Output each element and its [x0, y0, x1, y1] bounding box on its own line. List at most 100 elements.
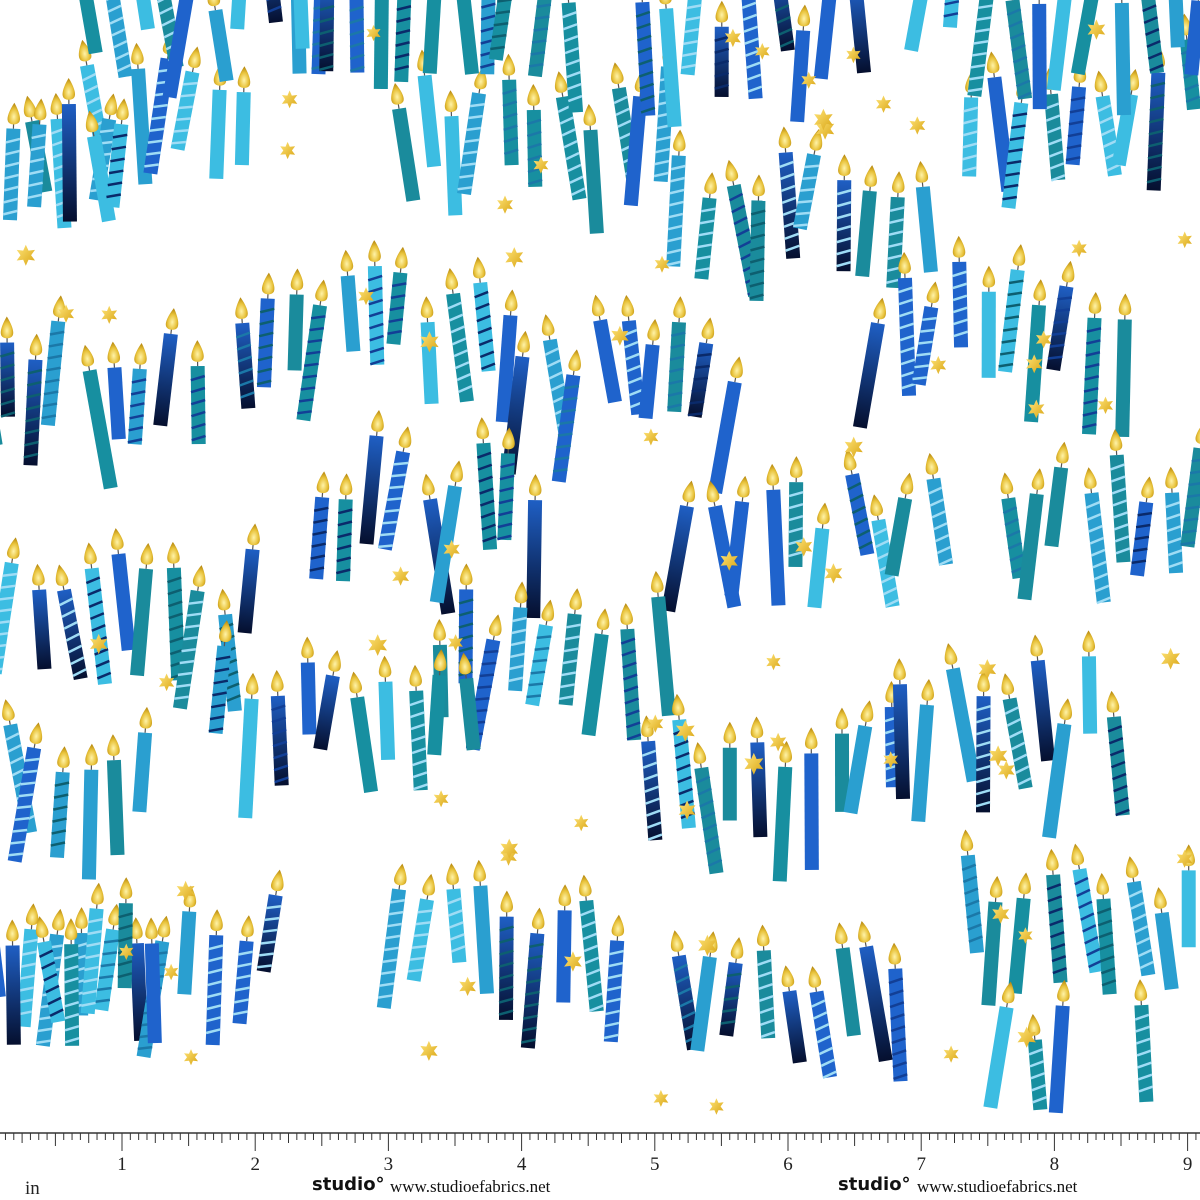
candle-stripe	[461, 162, 476, 167]
star	[943, 1045, 959, 1063]
candle-stripe	[1150, 93, 1165, 100]
candle-stripe	[779, 160, 794, 169]
candle-stripe	[567, 82, 582, 91]
flame	[368, 240, 381, 262]
candle-stripe	[378, 544, 393, 549]
candle-stripe	[891, 1049, 907, 1057]
star	[448, 634, 463, 651]
candle-stripe	[1044, 102, 1060, 110]
candle-stripe	[892, 1061, 908, 1069]
flame	[1125, 856, 1139, 878]
candle-stripe	[1112, 499, 1128, 507]
candle-stripe	[300, 386, 316, 391]
flame	[1165, 466, 1178, 489]
candle-body	[638, 344, 660, 420]
candle-stripe	[1108, 736, 1124, 745]
candle-body	[911, 704, 934, 823]
flame	[1071, 843, 1085, 866]
flame	[210, 909, 223, 932]
candle-stripe	[349, 41, 365, 49]
candle-stripe	[563, 35, 579, 43]
flame	[476, 417, 490, 439]
candle-stripe	[1167, 537, 1182, 545]
candle-body	[1002, 697, 1033, 790]
candle-stripe	[747, 85, 763, 93]
candle-stripe	[87, 929, 102, 936]
candle	[659, 0, 682, 128]
candle-stripe	[813, 1011, 828, 1020]
candle-stripe	[307, 338, 323, 344]
candle-body	[378, 681, 396, 761]
candle-stripe	[81, 72, 97, 82]
candle	[915, 160, 938, 273]
flame	[1088, 292, 1102, 314]
candle	[1134, 979, 1154, 1103]
candle-stripe	[818, 1046, 833, 1056]
candle-stripe	[1090, 548, 1106, 557]
candle-stripe	[65, 632, 80, 642]
candle-stripe	[451, 945, 466, 953]
flame	[504, 289, 518, 312]
flame	[781, 965, 795, 987]
candle-body	[166, 567, 186, 681]
candle-stripe	[635, 10, 651, 18]
candle-stripe	[899, 322, 914, 330]
candle-stripe	[137, 1045, 153, 1051]
brand-logo: studio°	[312, 1174, 385, 1195]
candle-stripe	[1007, 541, 1023, 550]
wick	[319, 300, 322, 306]
candle	[592, 294, 622, 404]
candle-stripe	[776, 15, 791, 24]
candle	[84, 542, 112, 685]
candle	[952, 235, 969, 348]
candle-stripe	[63, 621, 78, 630]
candle-body	[782, 990, 807, 1064]
candle	[808, 966, 837, 1079]
candle	[981, 265, 996, 378]
candle-stripe	[962, 154, 977, 161]
flame	[1134, 979, 1148, 1001]
candle-stripe	[1147, 165, 1162, 172]
candle-stripe	[820, 1058, 835, 1068]
flame	[835, 922, 848, 944]
candle-stripe	[107, 4, 122, 13]
flame	[704, 172, 717, 194]
candle	[836, 154, 852, 272]
candle-stripe	[1113, 523, 1129, 531]
candle-stripe	[395, 29, 411, 35]
candle-stripe	[1055, 308, 1071, 313]
flame	[7, 537, 20, 559]
candle-stripe	[774, 3, 790, 13]
flame	[134, 342, 147, 365]
candle-stripe	[668, 379, 684, 385]
candle-body	[61, 103, 77, 222]
wick	[454, 481, 457, 487]
candle-stripe	[305, 350, 321, 356]
candle-body	[1030, 659, 1056, 762]
candle	[1146, 46, 1166, 191]
candle	[117, 877, 134, 989]
ruler-unit: in	[25, 1178, 40, 1199]
candle-stripe	[667, 224, 683, 231]
candle-stripe	[453, 349, 468, 358]
wick	[815, 986, 818, 992]
candle-stripe	[0, 632, 9, 637]
flame	[371, 410, 384, 432]
candle	[1046, 848, 1068, 984]
candle-stripe	[349, 17, 365, 25]
flame	[81, 344, 95, 367]
candle-stripe	[788, 503, 804, 510]
candle	[473, 859, 494, 995]
candle-stripe	[559, 116, 574, 125]
flame	[527, 83, 540, 106]
candle-body	[40, 320, 66, 427]
candle-stripe	[998, 362, 1014, 368]
candle	[127, 342, 147, 445]
star	[1026, 354, 1043, 374]
candle	[309, 471, 330, 580]
flame	[1012, 244, 1026, 266]
candle	[558, 588, 582, 706]
candle-stripe	[239, 379, 254, 387]
candle-stripe	[696, 255, 711, 261]
candle-body	[256, 894, 283, 973]
